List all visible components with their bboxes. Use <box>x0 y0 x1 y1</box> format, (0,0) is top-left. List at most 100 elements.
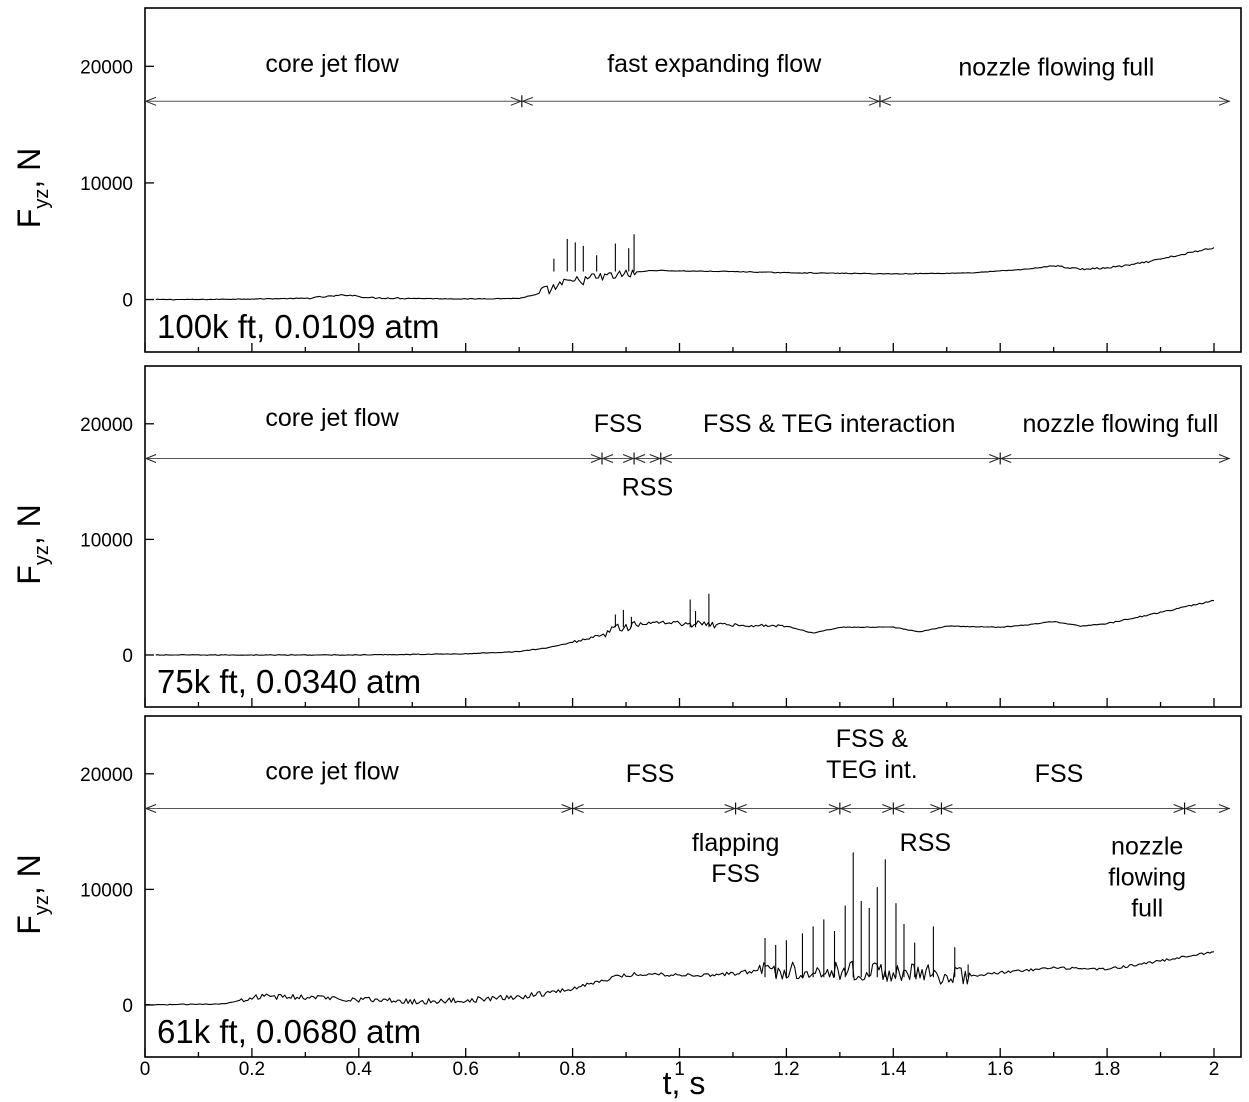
panel-frame <box>144 365 1242 708</box>
phase-arrowhead <box>590 454 603 463</box>
phase-timeline <box>144 452 1231 465</box>
phase-label: FSS <box>1035 760 1084 788</box>
panel-frame <box>144 7 1242 353</box>
y-axis-title-main: F <box>11 915 47 935</box>
case-label: 75k ft, 0.0340 atm <box>157 663 421 700</box>
phase-arrowhead <box>510 96 523 106</box>
phase-arrowhead <box>724 804 736 813</box>
y-axis-title-unit: , N <box>11 854 47 895</box>
panel-frame <box>144 715 1242 1058</box>
phase-arrowhead <box>1173 804 1185 813</box>
phase-label: core jet flow <box>265 404 399 432</box>
y-axis-title-subscript: yz <box>31 895 53 915</box>
phase-arrowhead <box>839 804 852 813</box>
phase-arrowhead <box>989 454 1001 463</box>
phase-label: RSS <box>900 829 951 857</box>
y-tick-label: 20000 <box>80 415 133 436</box>
y-axis-title-main: F <box>11 565 47 585</box>
phase-label-line: core jet flow <box>265 404 399 432</box>
phase-label: FSS <box>626 760 675 788</box>
phase-arrowhead <box>930 804 942 813</box>
phase-arrowhead <box>622 454 635 463</box>
chart-panel-3: 0 10000 20000 Fyz, N core jet flow FSS FSS & TE… <box>11 715 1242 1058</box>
phase-label: core jet flow <box>265 758 399 786</box>
y-tick-label: 10000 <box>80 530 133 551</box>
phase-label-line: full <box>1131 895 1163 923</box>
x-tick-label: 0.2 <box>239 1059 265 1080</box>
y-axis-title: Fyz, N <box>11 148 53 228</box>
phase-arrowhead <box>649 454 662 463</box>
x-tick-label: 2 <box>1209 1059 1220 1080</box>
phase-arrowhead <box>660 454 672 463</box>
x-tick-label: 0 <box>140 1059 151 1080</box>
phase-label-line: FSS <box>594 410 643 438</box>
phase-label: nozzle flowing full <box>1108 833 1186 923</box>
phase-label-line: flapping <box>692 829 780 857</box>
phase-arrowhead <box>882 804 894 813</box>
phase-label-line: TEG int. <box>826 756 918 784</box>
phase-arrowhead <box>1218 804 1231 813</box>
phase-arrowhead <box>561 804 573 813</box>
phase-label-line: nozzle <box>1111 833 1183 861</box>
y-tick-label: 0 <box>122 291 133 312</box>
y-tick-label: 20000 <box>80 765 133 786</box>
phase-arrowhead <box>1218 454 1231 463</box>
phase-arrowhead <box>879 96 892 106</box>
phase-arrowhead <box>892 804 905 813</box>
y-axis-title-unit: , N <box>11 504 47 545</box>
phase-label-line: FSS & TEG interaction <box>703 410 955 438</box>
y-axis-title-subscript: yz <box>31 545 53 565</box>
phase-arrowhead <box>601 454 614 463</box>
phase-label: nozzle flowing full <box>1022 410 1218 438</box>
phase-label: RSS <box>622 473 673 501</box>
phase-label: core jet flow <box>265 50 399 78</box>
phase-arrowhead <box>868 96 881 106</box>
phase-arrowhead <box>735 804 747 813</box>
x-tick-label: 1.2 <box>773 1059 799 1080</box>
y-tick-label: 10000 <box>80 174 133 195</box>
phase-arrowhead <box>828 804 841 813</box>
chart-panel-2: 0 10000 20000 Fyz, N core jet flow FSS RSS FSS … <box>11 365 1242 708</box>
phase-arrowhead <box>144 454 157 463</box>
phase-label-line: RSS <box>622 473 673 501</box>
phase-label-line: RSS <box>900 829 951 857</box>
phase-label: fast expanding flow <box>607 50 822 78</box>
x-tick-label: 0.4 <box>346 1059 373 1080</box>
x-axis-title: t, s <box>663 1065 706 1101</box>
phase-arrowhead <box>144 804 157 813</box>
series-line <box>144 951 1215 1006</box>
phase-label-line: flowing <box>1108 864 1186 892</box>
phase-timeline <box>144 95 1231 108</box>
phase-label: FSS & TEG int. <box>826 725 918 784</box>
phase-label: FSS <box>594 410 643 438</box>
y-tick-label: 10000 <box>80 880 133 901</box>
phase-label-line: FSS <box>711 860 760 888</box>
case-label: 61k ft, 0.0680 atm <box>157 1013 421 1050</box>
x-tick-label: 1.4 <box>880 1059 907 1080</box>
chart-panel-1: 0 10000 20000 Fyz, N core jet flow fast expan… <box>11 7 1242 353</box>
series-line <box>155 599 1215 656</box>
x-axis: 0 0.2 0.4 0.6 0.8 1 1.2 1.4 1.6 1.8 2 <box>140 1059 1220 1080</box>
y-axis-title-unit: , N <box>11 148 47 189</box>
phase-arrowhead <box>144 96 157 106</box>
phase-arrowhead <box>1218 96 1231 106</box>
phase-arrowhead <box>633 454 646 463</box>
phase-label-line: fast expanding flow <box>607 50 822 78</box>
phase-label: nozzle flowing full <box>958 54 1154 82</box>
phase-arrowhead <box>521 96 534 106</box>
series-line <box>155 247 1215 301</box>
phase-label-line: FSS <box>1035 760 1084 788</box>
phase-label-line: core jet flow <box>265 50 399 78</box>
y-tick-label: 20000 <box>80 57 133 78</box>
phase-arrowhead <box>572 804 584 813</box>
phase-label-line: nozzle flowing full <box>958 54 1154 82</box>
phase-arrowhead <box>1184 804 1196 813</box>
phase-label-line: nozzle flowing full <box>1022 410 1218 438</box>
x-tick-label: 0.6 <box>452 1059 478 1080</box>
x-tick-label: 0.8 <box>559 1059 585 1080</box>
phase-label: FSS & TEG interaction <box>703 410 955 438</box>
y-axis-title-main: F <box>11 209 47 229</box>
